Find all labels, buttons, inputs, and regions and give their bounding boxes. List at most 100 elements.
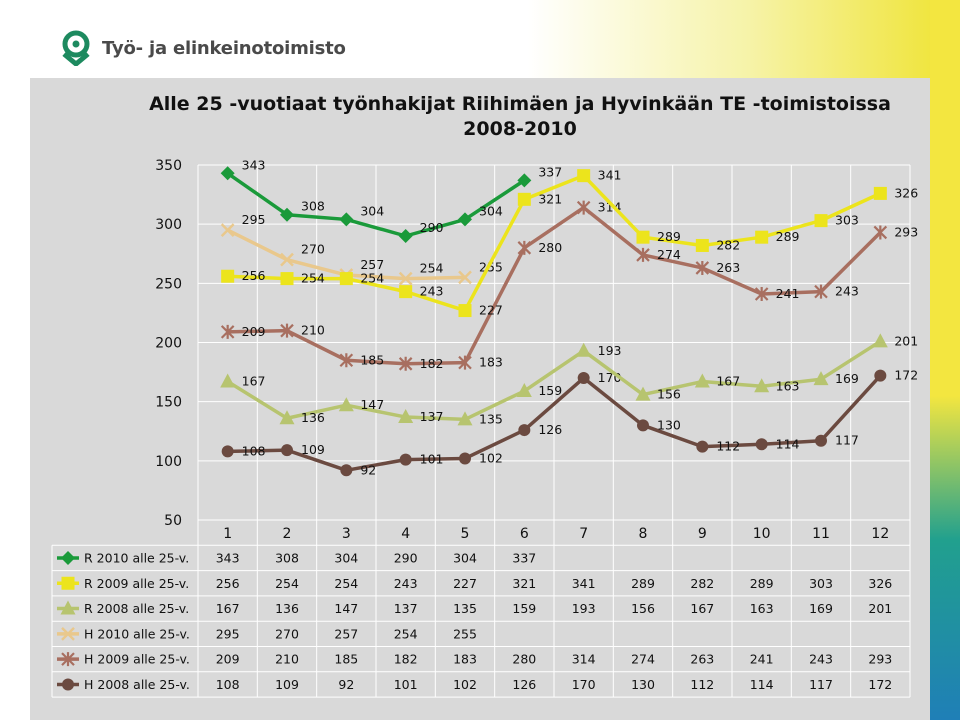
y-tick-label: 100 — [155, 454, 182, 470]
data-point — [872, 333, 888, 348]
data-label: 183 — [479, 355, 503, 370]
data-label: 274 — [657, 247, 681, 262]
data-point — [458, 270, 472, 285]
data-point — [339, 353, 354, 368]
legend-label: R 2009 alle 25-v. — [84, 576, 189, 591]
data-point — [279, 410, 295, 425]
te-logo-icon — [62, 30, 90, 66]
table-cell: 209 — [216, 652, 240, 667]
table-cell: 159 — [512, 601, 536, 616]
data-label: 337 — [538, 164, 562, 179]
table-cell: 137 — [394, 601, 418, 616]
table-cell: 280 — [512, 652, 536, 667]
table-cell: 117 — [809, 677, 833, 692]
data-point — [815, 434, 827, 447]
table-cell: 243 — [394, 576, 418, 591]
data-point — [220, 373, 236, 388]
data-label: 227 — [479, 303, 503, 318]
legend-marker — [61, 576, 75, 590]
data-label: 304 — [360, 203, 384, 218]
data-label: 343 — [242, 157, 266, 172]
x-tick-label: 1 — [223, 526, 232, 542]
series-1: 343 308 304 290 304 337 — [220, 157, 562, 243]
table-cell: 126 — [512, 677, 536, 692]
legend-key-marker — [62, 678, 74, 691]
x-tick-label: 5 — [461, 526, 470, 542]
data-label: 136 — [301, 410, 325, 425]
data-point — [576, 342, 592, 357]
table-cell: 102 — [453, 677, 477, 692]
data-point — [280, 252, 294, 267]
data-point — [221, 269, 235, 283]
table-cell: 92 — [338, 677, 354, 692]
x-tick-label: 4 — [401, 526, 410, 542]
data-label: 290 — [420, 220, 444, 235]
data-label: 263 — [716, 260, 740, 275]
chart-title: Alle 25 -vuotiaat työnhakijat Riihimäen … — [149, 93, 891, 140]
data-label: 117 — [835, 433, 859, 448]
table-cell: 130 — [631, 677, 655, 692]
y-tick-label: 200 — [155, 336, 182, 352]
table-cell: 282 — [690, 576, 714, 591]
data-point — [517, 192, 531, 206]
data-label: 156 — [657, 387, 681, 402]
data-label: 280 — [538, 240, 562, 255]
data-point — [398, 409, 414, 424]
y-tick-label: 300 — [155, 217, 182, 233]
data-point — [281, 444, 293, 457]
data-point — [339, 272, 353, 286]
header-band — [0, 0, 960, 90]
data-point — [874, 369, 887, 382]
table-cell: 241 — [750, 652, 774, 667]
data-label: 159 — [538, 383, 562, 398]
legend-key-marker — [61, 626, 75, 641]
data-label: 102 — [479, 450, 503, 465]
series-3: 167 136 147 137 135 159 193 156 167 163 169 201 — [220, 333, 918, 426]
table-cell: 112 — [690, 677, 714, 692]
table-cell: 163 — [750, 601, 774, 616]
legend-label: H 2008 alle 25-v. — [84, 677, 190, 692]
table-cell: 136 — [275, 601, 299, 616]
data-label: 341 — [598, 168, 622, 183]
x-tick-label: 6 — [520, 526, 529, 542]
data-label: 135 — [479, 411, 503, 426]
data-label: 193 — [598, 343, 622, 358]
legend-label: R 2008 alle 25-v. — [84, 601, 189, 616]
data-point — [577, 169, 591, 183]
x-tick-label: 2 — [283, 526, 292, 542]
legend-marker — [61, 550, 75, 565]
data-point — [694, 373, 710, 388]
data-label: 172 — [894, 368, 918, 383]
series-line — [227, 173, 882, 313]
data-point — [518, 424, 531, 437]
data-label: 295 — [242, 212, 266, 227]
data-label: 108 — [242, 443, 266, 458]
data-label: 101 — [420, 452, 444, 467]
table-cell: 308 — [275, 550, 299, 565]
data-point — [813, 371, 829, 386]
data-point — [635, 386, 651, 401]
table-cell: 167 — [216, 601, 240, 616]
series-line — [226, 339, 882, 422]
table-cell: 290 — [394, 550, 418, 565]
data-label: 169 — [835, 371, 859, 386]
data-point — [399, 285, 413, 299]
data-point — [754, 286, 769, 301]
table-cell: 314 — [572, 652, 596, 667]
legend-marker — [61, 652, 75, 667]
table-cell: 274 — [631, 652, 655, 667]
table-cell: 169 — [809, 601, 833, 616]
data-label: 289 — [776, 229, 800, 244]
data-point — [577, 372, 590, 384]
data-label: 209 — [242, 324, 266, 339]
data-point — [814, 284, 828, 299]
data-label: 303 — [835, 213, 859, 228]
table-cell: 114 — [750, 677, 774, 692]
data-point — [696, 440, 709, 453]
table-cell: 289 — [631, 576, 655, 591]
data-label: 167 — [716, 374, 740, 389]
data-point — [516, 383, 532, 398]
chart-panel — [30, 78, 930, 720]
table-cell: 243 — [809, 652, 833, 667]
data-point — [637, 419, 649, 432]
